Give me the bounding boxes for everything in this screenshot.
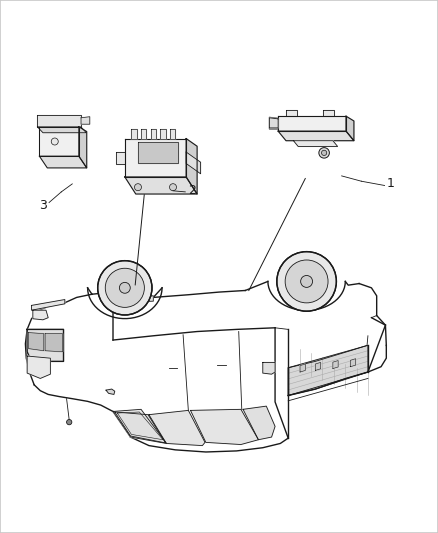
Polygon shape — [170, 129, 175, 139]
Text: 2: 2 — [188, 184, 196, 197]
Polygon shape — [346, 116, 354, 141]
Ellipse shape — [285, 260, 328, 303]
Ellipse shape — [67, 419, 72, 425]
Polygon shape — [288, 345, 368, 395]
Ellipse shape — [300, 276, 313, 287]
Ellipse shape — [319, 148, 329, 158]
Polygon shape — [263, 362, 275, 374]
Polygon shape — [45, 334, 63, 352]
Polygon shape — [333, 360, 338, 368]
Polygon shape — [315, 362, 321, 370]
Polygon shape — [125, 177, 197, 194]
Text: 3: 3 — [39, 199, 47, 212]
Polygon shape — [27, 356, 50, 378]
Ellipse shape — [105, 268, 145, 308]
Polygon shape — [151, 129, 156, 139]
Polygon shape — [79, 127, 87, 168]
Polygon shape — [32, 300, 65, 310]
Polygon shape — [27, 329, 64, 361]
Ellipse shape — [120, 282, 130, 293]
Ellipse shape — [134, 184, 141, 191]
Polygon shape — [116, 152, 125, 164]
Polygon shape — [323, 110, 334, 116]
Polygon shape — [160, 129, 166, 139]
Polygon shape — [113, 409, 166, 443]
Polygon shape — [39, 156, 87, 168]
Polygon shape — [191, 409, 258, 445]
Polygon shape — [38, 115, 81, 127]
Polygon shape — [278, 131, 354, 141]
Polygon shape — [39, 127, 79, 156]
Polygon shape — [117, 412, 163, 440]
Polygon shape — [350, 359, 356, 367]
Polygon shape — [38, 127, 86, 133]
Polygon shape — [186, 152, 201, 174]
Polygon shape — [269, 117, 278, 129]
Polygon shape — [149, 410, 205, 446]
Polygon shape — [278, 116, 346, 131]
Polygon shape — [286, 110, 297, 116]
Polygon shape — [138, 142, 178, 163]
Polygon shape — [269, 118, 278, 128]
Ellipse shape — [321, 150, 327, 156]
Polygon shape — [125, 139, 186, 177]
Polygon shape — [186, 139, 197, 194]
Polygon shape — [114, 296, 153, 303]
Polygon shape — [243, 406, 275, 440]
Polygon shape — [81, 117, 90, 124]
Polygon shape — [33, 310, 48, 320]
Ellipse shape — [170, 184, 177, 191]
Polygon shape — [28, 333, 44, 351]
Ellipse shape — [51, 138, 58, 145]
Polygon shape — [141, 129, 146, 139]
Polygon shape — [131, 129, 137, 139]
Text: 1: 1 — [387, 177, 395, 190]
Ellipse shape — [277, 252, 336, 311]
Polygon shape — [115, 412, 166, 443]
Polygon shape — [293, 141, 338, 147]
Ellipse shape — [98, 261, 152, 315]
Polygon shape — [300, 364, 305, 372]
Polygon shape — [106, 389, 115, 394]
